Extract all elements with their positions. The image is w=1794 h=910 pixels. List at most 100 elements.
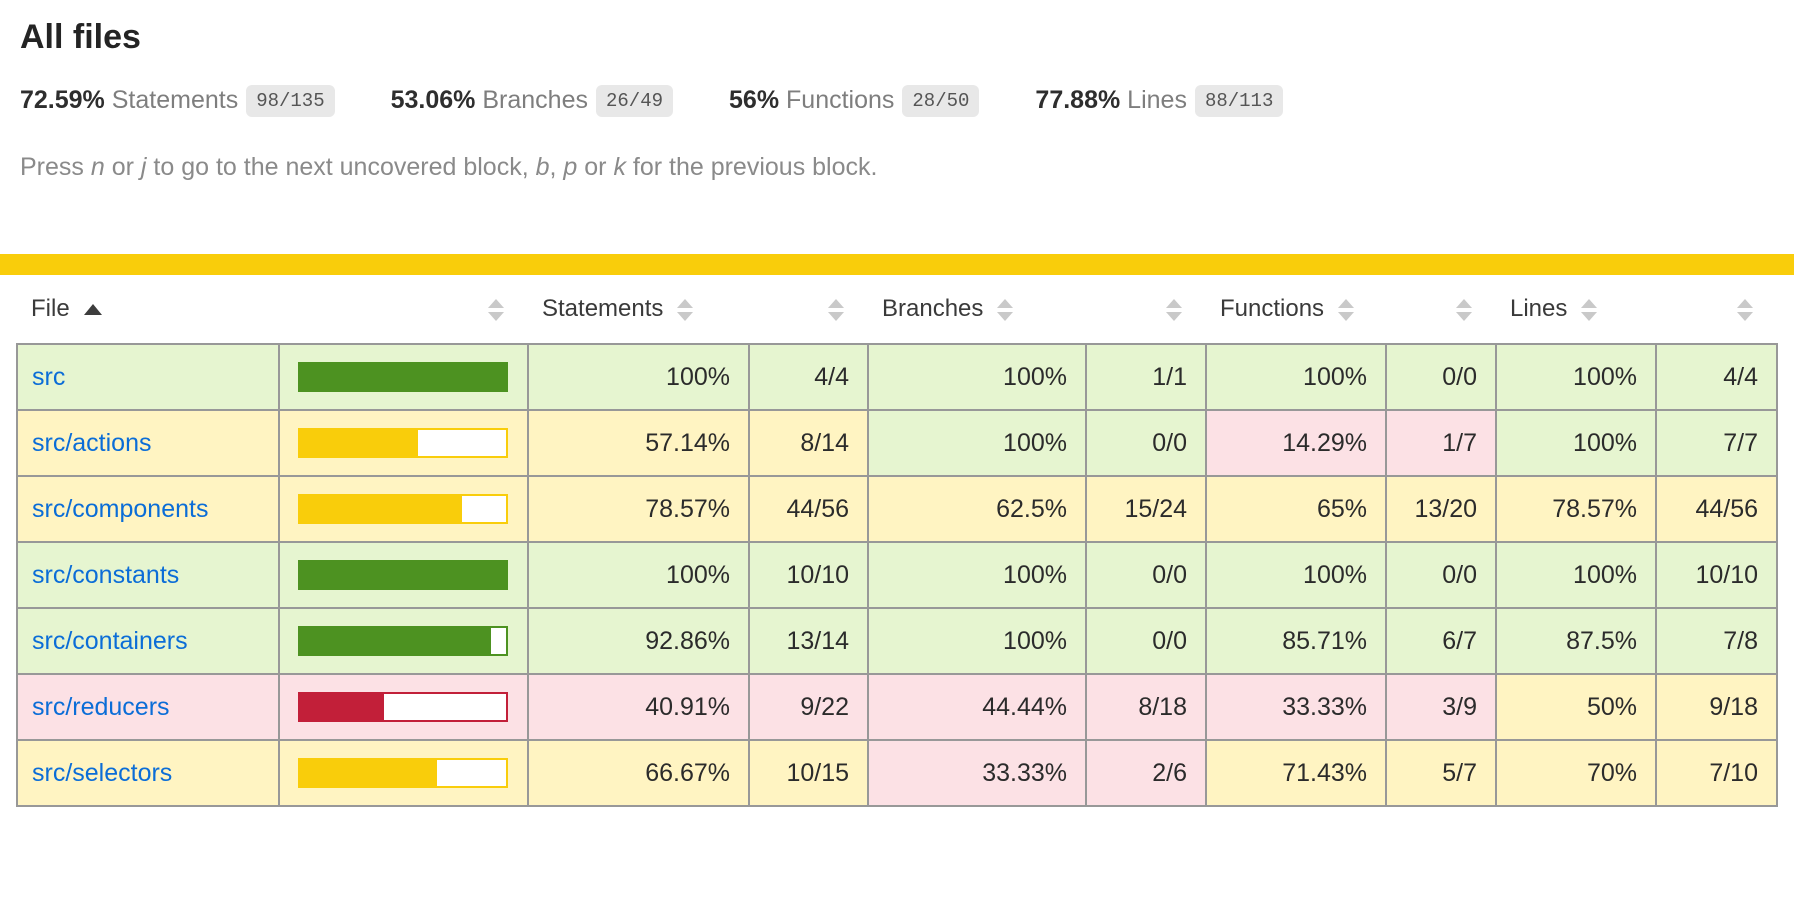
lines-abs-cell: 4/4: [1655, 343, 1778, 411]
file-link[interactable]: src/constants: [32, 560, 180, 589]
hint-key: p: [563, 153, 578, 181]
summary-fraction-badge: 98/135: [246, 85, 335, 117]
statements-pct-cell: 40.91%: [527, 673, 750, 741]
table-row: src/actions 57.14% 8/14 100% 0/0 14.29% 1/7 100…: [16, 409, 1778, 477]
summary-label: Lines: [1127, 86, 1187, 114]
statements-abs-cell: 10/10: [748, 541, 869, 609]
lines-abs-cell: 10/10: [1655, 541, 1778, 609]
coverage-bar-cell: [278, 541, 529, 609]
sort-icon: [1456, 298, 1472, 321]
sort-icon: [677, 298, 694, 321]
sort-icon: [1737, 298, 1753, 321]
statements-abs-cell: 44/56: [748, 475, 869, 543]
coverage-bar-fill: [300, 694, 385, 720]
lines-pct-cell: 87.5%: [1495, 607, 1657, 675]
file-cell: src/selectors: [16, 739, 280, 807]
column-header-branches-abs[interactable]: [1086, 275, 1206, 344]
file-cell: src: [16, 343, 280, 411]
file-cell: src/actions: [16, 409, 280, 477]
column-header-pic[interactable]: [279, 275, 528, 344]
column-header-functions-pct[interactable]: Functions: [1206, 275, 1386, 344]
file-link[interactable]: src/actions: [32, 428, 152, 457]
table-row: src/components 78.57% 44/56 62.5% 15/24 65% 13…: [16, 475, 1778, 543]
statements-abs-cell: 9/22: [748, 673, 869, 741]
summary-fraction-badge: 28/50: [902, 85, 980, 117]
functions-abs-cell: 3/9: [1385, 673, 1497, 741]
branches-abs-cell: 2/6: [1085, 739, 1207, 807]
column-header-label: Lines: [1510, 295, 1568, 322]
statements-pct-cell: 92.86%: [527, 607, 750, 675]
report-header: All files 72.59% Statements 98/135 53.06% …: [0, 0, 1794, 182]
branches-pct-cell: 33.33%: [867, 739, 1087, 807]
coverage-bar: [298, 626, 508, 656]
hint-text: Press: [20, 153, 91, 181]
column-header-functions-abs[interactable]: [1386, 275, 1496, 344]
coverage-bar: [298, 494, 508, 524]
hint-text: or: [104, 153, 141, 181]
column-header-label: File: [31, 295, 70, 322]
column-header-label: Functions: [1220, 295, 1325, 322]
column-header-label: Statements: [542, 295, 664, 322]
branches-abs-cell: 0/0: [1085, 541, 1207, 609]
summary-pct: 56%: [729, 86, 780, 114]
hint-key: k: [613, 153, 626, 181]
summary-metric: 72.59% Statements 98/135: [20, 85, 335, 117]
summary-pct: 77.88%: [1035, 86, 1121, 114]
statements-abs-cell: 8/14: [748, 409, 869, 477]
table-row: src/constants 100% 10/10 100% 0/0 100% 0/0 100%…: [16, 541, 1778, 609]
table-header-row: File Statements Branches Functions Lines: [17, 275, 1777, 344]
coverage-status-bar: [0, 254, 1794, 275]
branches-abs-cell: 15/24: [1085, 475, 1207, 543]
functions-pct-cell: 71.43%: [1205, 739, 1387, 807]
lines-abs-cell: 9/18: [1655, 673, 1778, 741]
lines-abs-cell: 7/7: [1655, 409, 1778, 477]
coverage-bar: [298, 758, 508, 788]
sort-icon: [488, 298, 504, 321]
hint-key: n: [90, 153, 105, 181]
summary-pct: 53.06%: [390, 86, 476, 114]
file-cell: src/reducers: [16, 673, 280, 741]
coverage-bar: [298, 428, 508, 458]
column-header-statements-abs[interactable]: [749, 275, 868, 344]
column-header-statements-pct[interactable]: Statements: [528, 275, 749, 344]
summary-fraction-badge: 26/49: [596, 85, 674, 117]
statements-abs-cell: 13/14: [748, 607, 869, 675]
sort-asc-icon: [83, 304, 102, 316]
summary-fraction-badge: 88/113: [1194, 85, 1284, 117]
branches-pct-cell: 62.5%: [867, 475, 1087, 543]
file-link[interactable]: src: [32, 362, 66, 391]
branches-abs-cell: 1/1: [1085, 343, 1207, 411]
statements-pct-cell: 57.14%: [527, 409, 750, 477]
coverage-bar-fill: [300, 496, 462, 522]
statements-pct-cell: 66.67%: [527, 739, 750, 807]
lines-pct-cell: 78.57%: [1495, 475, 1657, 543]
file-link[interactable]: src/reducers: [32, 692, 170, 721]
coverage-bar-cell: [278, 343, 529, 411]
coverage-bar-cell: [278, 475, 529, 543]
hint-text: for the previous block.: [625, 153, 878, 181]
coverage-table-wrap: File Statements Branches Functions Lines src…: [0, 275, 1794, 807]
file-link[interactable]: src/components: [32, 494, 209, 523]
column-header-branches-pct[interactable]: Branches: [868, 275, 1086, 344]
column-header-lines-pct[interactable]: Lines: [1496, 275, 1656, 344]
lines-pct-cell: 50%: [1495, 673, 1657, 741]
column-header-file[interactable]: File: [17, 275, 279, 344]
sort-icon: [828, 298, 844, 321]
summary-label: Branches: [482, 86, 588, 114]
table-row: src/selectors 66.67% 10/15 33.33% 2/6 71.43% 5…: [16, 739, 1778, 807]
lines-pct-cell: 100%: [1495, 541, 1657, 609]
branches-pct-cell: 44.44%: [867, 673, 1087, 741]
functions-pct-cell: 65%: [1205, 475, 1387, 543]
summary-metric: 53.06% Branches 26/49: [390, 85, 674, 117]
keyboard-hint: Press n or j to go to the next uncovered…: [20, 153, 1774, 182]
coverage-bar-cell: [278, 673, 529, 741]
file-link[interactable]: src/containers: [32, 626, 188, 655]
sort-icon: [1338, 298, 1355, 321]
lines-pct-cell: 100%: [1495, 343, 1657, 411]
branches-pct-cell: 100%: [867, 541, 1087, 609]
coverage-table-body: src 100% 4/4 100% 1/1 100% 0/0 100% 4/4 src/actio…: [16, 343, 1778, 807]
sort-icon: [1581, 298, 1598, 321]
summary-metrics: 72.59% Statements 98/135 53.06% Branches 26…: [20, 85, 1774, 117]
column-header-lines-abs[interactable]: [1656, 275, 1777, 344]
file-link[interactable]: src/selectors: [32, 758, 173, 787]
